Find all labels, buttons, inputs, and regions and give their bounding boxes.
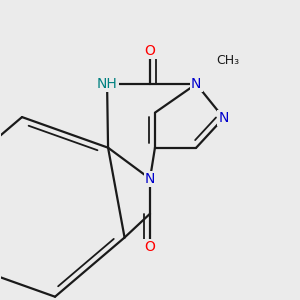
Text: O: O <box>145 240 155 254</box>
Text: NH: NH <box>97 77 117 91</box>
Text: CH₃: CH₃ <box>217 54 240 67</box>
Text: N: N <box>218 111 229 125</box>
Text: O: O <box>145 44 155 58</box>
Text: N: N <box>145 172 155 186</box>
Text: N: N <box>191 77 201 91</box>
